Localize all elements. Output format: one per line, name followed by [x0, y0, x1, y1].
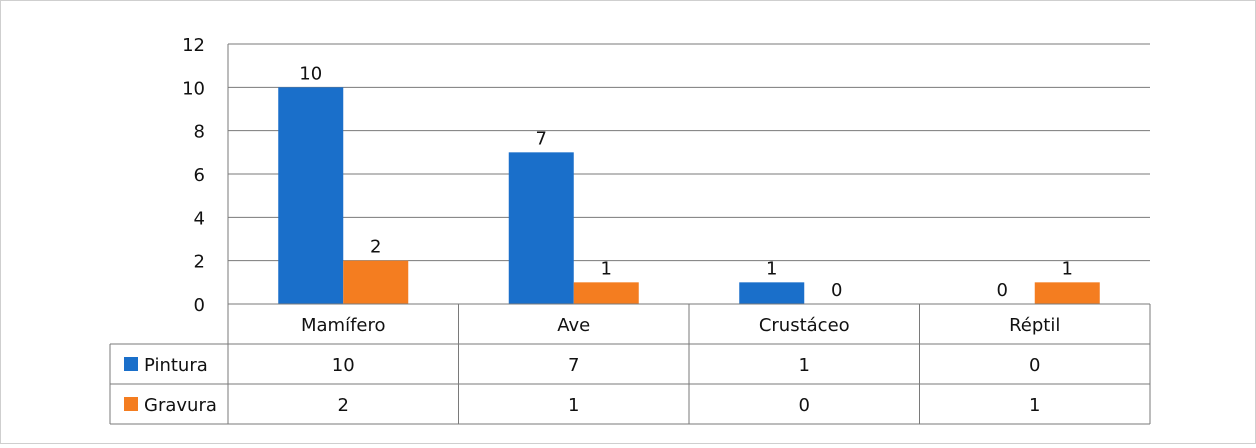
- table-cell: 10: [332, 355, 355, 376]
- bar-gravura: [573, 282, 639, 304]
- x-tick-label: Réptil: [1009, 315, 1060, 336]
- x-tick-label: Crustáceo: [759, 315, 850, 336]
- bar-gravura: [343, 260, 409, 304]
- table-cell: 2: [338, 395, 349, 416]
- x-tick-label: Ave: [557, 315, 590, 336]
- data-label: 2: [370, 237, 381, 258]
- data-label: 0: [997, 280, 1008, 301]
- y-tick-label: 8: [194, 122, 205, 143]
- y-tick-label: 10: [182, 78, 205, 99]
- y-axis-ticks: 0 2 4 6 8 10 12: [182, 35, 205, 316]
- table-cell: 1: [568, 395, 579, 416]
- data-label: 7: [536, 128, 547, 149]
- bar-pintura: [278, 87, 344, 304]
- bar-gravura: [1034, 282, 1100, 304]
- legend-label: Gravura: [144, 395, 217, 416]
- bar-pintura: [739, 282, 805, 304]
- legend-swatch-pintura: [124, 357, 138, 371]
- table-cell: 1: [799, 355, 810, 376]
- y-tick-label: 6: [194, 165, 205, 186]
- data-label: 0: [831, 280, 842, 301]
- y-tick-label: 0: [194, 295, 205, 316]
- data-label: 10: [299, 63, 322, 84]
- y-tick-label: 2: [194, 252, 205, 273]
- table-cell: 7: [568, 355, 579, 376]
- data-label: 1: [766, 258, 777, 279]
- table-cell: 0: [799, 395, 810, 416]
- table-cell: 0: [1029, 355, 1040, 376]
- y-tick-label: 12: [182, 35, 205, 56]
- table-cell: 1: [1029, 395, 1040, 416]
- data-label: 1: [601, 258, 612, 279]
- bars: [278, 87, 1100, 304]
- x-tick-label: Mamífero: [301, 315, 386, 336]
- bar-pintura: [508, 152, 574, 304]
- y-tick-label: 4: [194, 208, 205, 229]
- data-label: 1: [1062, 258, 1073, 279]
- legend-swatch-gravura: [124, 397, 138, 411]
- legend-label: Pintura: [144, 355, 208, 376]
